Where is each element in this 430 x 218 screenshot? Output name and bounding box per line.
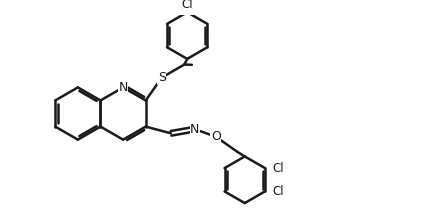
Text: Cl: Cl	[272, 185, 284, 198]
Text: S: S	[158, 71, 166, 84]
Text: O: O	[211, 130, 221, 143]
Text: N: N	[190, 123, 200, 136]
Text: Cl: Cl	[272, 162, 284, 175]
Text: Cl: Cl	[181, 0, 193, 11]
Text: N: N	[118, 81, 128, 94]
